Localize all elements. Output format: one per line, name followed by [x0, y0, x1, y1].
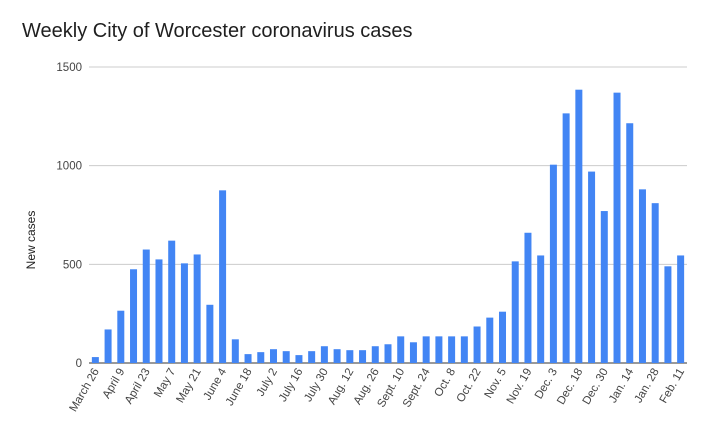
bar — [91, 357, 99, 363]
bar — [626, 123, 634, 364]
bar — [193, 254, 201, 363]
bar — [104, 329, 112, 363]
bar — [257, 352, 265, 363]
y-axis-label: New cases — [24, 211, 38, 270]
bar — [142, 249, 150, 363]
x-tick-label: Dec. 3 — [533, 367, 560, 402]
bar — [155, 259, 163, 363]
bar — [537, 255, 545, 363]
x-tick-label: July 2 — [255, 367, 280, 399]
bar — [575, 89, 583, 364]
bar — [244, 354, 252, 363]
bar — [422, 336, 430, 363]
y-tick-label: 0 — [76, 358, 82, 370]
bar — [638, 189, 646, 363]
x-tick-label: Feb. 11 — [658, 367, 687, 406]
bar — [664, 266, 672, 363]
bar — [359, 350, 367, 363]
bar — [651, 203, 659, 363]
x-tick-label: April 9 — [101, 367, 128, 401]
bar — [346, 350, 354, 363]
x-tick-label: Oct. 8 — [432, 367, 458, 400]
bar — [384, 344, 392, 363]
bar — [206, 304, 214, 363]
bar — [613, 92, 621, 364]
bar — [435, 336, 443, 363]
x-tick-label: Nov. 5 — [483, 367, 510, 401]
bar — [588, 171, 596, 363]
y-axis-ticks: 0 500 1000 1500 — [56, 62, 82, 370]
bar — [486, 317, 494, 363]
y-tick-label: 1000 — [56, 161, 82, 173]
bar — [295, 355, 303, 363]
bar — [562, 113, 570, 363]
x-tick-label: Nov. 19 — [505, 367, 535, 407]
x-tick-label: May 21 — [174, 367, 203, 406]
bar — [282, 351, 290, 363]
bar — [333, 349, 341, 363]
bar — [130, 269, 138, 363]
bar — [448, 336, 456, 363]
bar — [269, 349, 277, 363]
bar — [219, 190, 227, 363]
chart-title: Weekly City of Worcester coronavirus cas… — [22, 20, 413, 42]
bar — [308, 351, 316, 363]
gridlines — [89, 66, 687, 364]
bar — [168, 240, 176, 363]
bar — [371, 346, 379, 363]
x-tick-label: May 7 — [152, 367, 178, 400]
bar — [524, 232, 532, 363]
y-tick-label: 1500 — [56, 62, 82, 74]
bar — [511, 261, 519, 363]
bar — [117, 310, 125, 363]
bar — [600, 211, 608, 363]
x-tick-label: March 26 — [68, 367, 102, 415]
x-tick-label: Oct. 22 — [455, 367, 484, 405]
bar — [499, 311, 507, 363]
y-tick-label: 500 — [63, 259, 82, 271]
bar — [549, 164, 557, 363]
bar — [180, 263, 188, 363]
bar — [677, 255, 685, 363]
bar — [409, 342, 417, 363]
x-tick-label: April 23 — [123, 367, 153, 407]
bar — [460, 336, 468, 363]
bar — [473, 326, 481, 363]
x-tick-label: June 4 — [202, 366, 230, 402]
bar — [231, 339, 239, 363]
bar — [320, 346, 328, 363]
bar — [397, 336, 405, 363]
bars — [91, 89, 685, 364]
